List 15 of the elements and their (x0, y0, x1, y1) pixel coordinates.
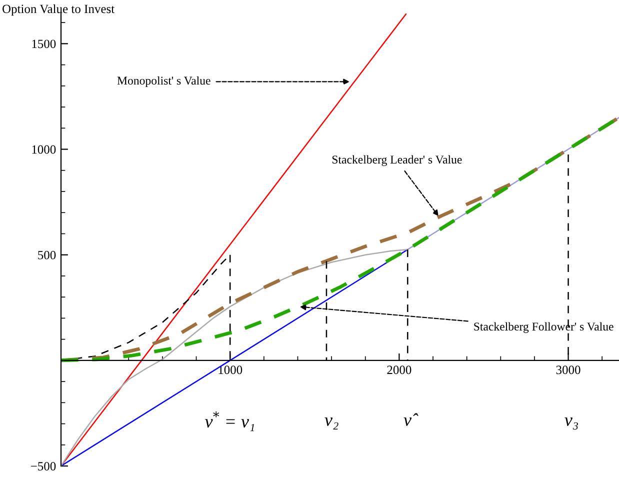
y-tick-label: 1000 (32, 145, 56, 154)
annotation: v̂ (404, 413, 418, 426)
x-tick-label: 1000 (218, 366, 242, 374)
y-tick-label: −500 (30, 462, 56, 470)
y-axis-title: Option Value to Invest (2, 4, 115, 16)
annotation: v₃ (564, 418, 578, 430)
y-tick-label: 500 (38, 250, 56, 260)
annotation: Monopolist' s Value (117, 76, 210, 88)
annotation: v$^{*}$ = v₁ (205, 412, 254, 432)
x-tick-label: 2000 (387, 366, 412, 374)
y-tick-label: 1500 (32, 40, 56, 48)
x-tick-label: 3000 (556, 366, 580, 374)
annotation: Stackelberg Leader' s Value (332, 155, 462, 166)
annotation: v₂ (324, 418, 338, 430)
annotation: Stackelberg Follower' s Value (474, 322, 614, 333)
